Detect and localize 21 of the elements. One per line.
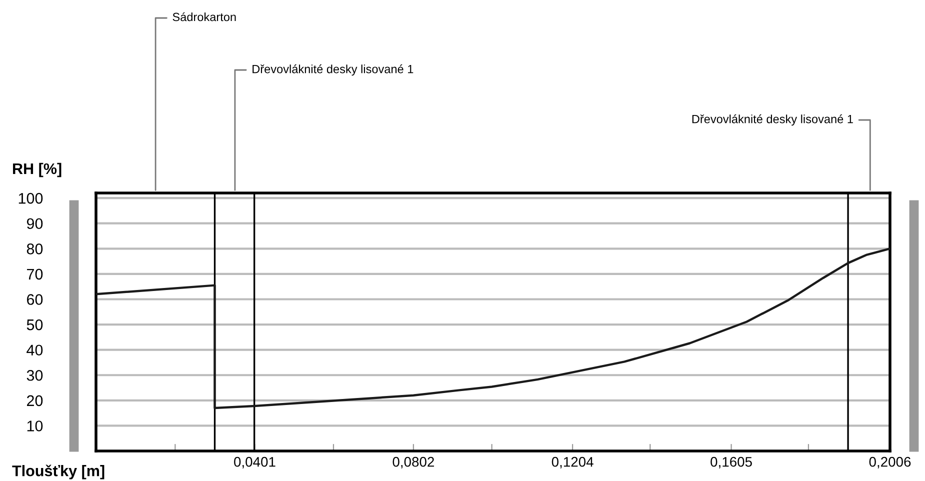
x-tick-label: 0,0802 xyxy=(392,456,434,468)
line-series xyxy=(96,248,890,410)
y-tick-label: 70 xyxy=(27,268,43,280)
y-tick-label: 80 xyxy=(26,244,43,254)
x-axis-title: Tloušťky [m] xyxy=(12,464,104,480)
x-tick-label: 0,2006 xyxy=(869,456,911,468)
x-tick-label: 0,1605 xyxy=(710,456,752,468)
y-tick-label: 20 xyxy=(27,395,43,406)
text: Sádrokarton xyxy=(172,12,236,22)
y-tick-label: 60 xyxy=(27,294,43,305)
x-tick-label: 0,1204 xyxy=(552,456,594,468)
text: Dřevovláknité desky lisované 1 xyxy=(692,114,853,126)
y-tick-label: 100 xyxy=(18,192,43,204)
x-tick-label: 0,0401 xyxy=(234,456,276,468)
text: Dřevovláknité desky lisované 1 xyxy=(252,64,414,76)
y-tick-label: 10 xyxy=(27,420,43,432)
y-tick-label: 30 xyxy=(26,370,43,381)
y-tick-label: 50 xyxy=(26,319,43,330)
y-axis-title: RH [%] xyxy=(13,162,62,178)
y-tick-label: 90 xyxy=(26,218,43,230)
y-tick-label: 40 xyxy=(26,344,43,356)
